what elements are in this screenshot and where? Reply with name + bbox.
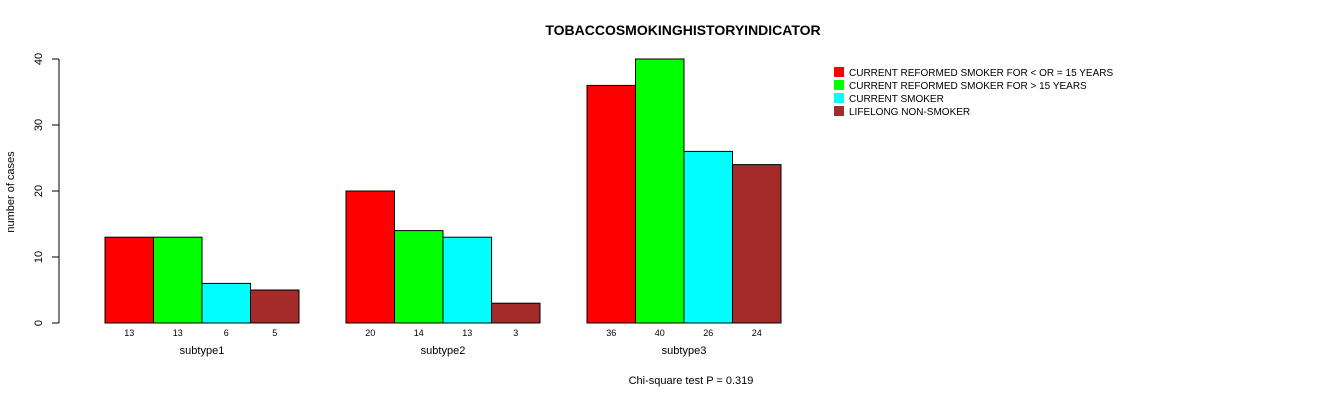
y-tick-label: 10: [33, 251, 45, 263]
chi-square-footnote: Chi-square test P = 0.319: [629, 375, 754, 387]
legend-label: CURRENT REFORMED SMOKER FOR < OR = 15 YE…: [849, 68, 1113, 79]
bar: [394, 230, 444, 324]
bar-value-label: 6: [224, 328, 229, 338]
bar: [683, 150, 733, 324]
y-axis: 0 10 20 30 40: [33, 53, 60, 326]
category-label: subtype1: [180, 345, 225, 357]
bar-value-label: 40: [655, 328, 665, 338]
bar-value-label: 13: [124, 328, 134, 338]
bar-value-label: 24: [752, 328, 762, 338]
bar-value-labels: 13 13 6 5 20 14 13 3 36 40 26 24: [124, 328, 762, 338]
legend-swatch: [834, 93, 844, 103]
bar: [635, 58, 685, 324]
bar: [586, 84, 636, 324]
bars-group: [104, 58, 782, 324]
legend-swatch: [834, 106, 844, 116]
category-label: subtype2: [421, 345, 466, 357]
legend-swatch: [834, 67, 844, 77]
bar-value-label: 20: [365, 328, 375, 338]
bar-value-label: 3: [513, 328, 518, 338]
bar: [345, 190, 395, 324]
legend-label: LIFELONG NON-SMOKER: [849, 107, 970, 118]
bar-value-label: 13: [173, 328, 183, 338]
bar: [732, 164, 782, 324]
bar-value-label: 5: [272, 328, 277, 338]
legend-swatch: [834, 80, 844, 90]
y-tick-label: 30: [33, 119, 45, 131]
bar-value-label: 36: [606, 328, 616, 338]
legend-label: CURRENT REFORMED SMOKER FOR > 15 YEARS: [849, 81, 1087, 92]
category-labels: subtype1 subtype2 subtype3: [180, 345, 707, 357]
bar-value-label: 13: [462, 328, 472, 338]
bar: [104, 236, 154, 324]
chart-title: TOBACCOSMOKINGHISTORYINDICATOR: [545, 22, 820, 38]
y-tick-label: 0: [33, 320, 45, 326]
legend: CURRENT REFORMED SMOKER FOR < OR = 15 YE…: [834, 67, 1113, 118]
bar: [491, 302, 541, 324]
bar: [442, 236, 492, 324]
y-tick-label: 40: [33, 53, 45, 65]
y-tick-label: 20: [33, 185, 45, 197]
bar-value-label: 14: [414, 328, 424, 338]
legend-label: CURRENT SMOKER: [849, 94, 944, 105]
bar: [153, 236, 203, 324]
bar-value-label: 26: [703, 328, 713, 338]
bar: [250, 289, 300, 324]
category-label: subtype3: [662, 345, 707, 357]
bar: [201, 282, 251, 324]
y-axis-label: number of cases: [5, 151, 17, 233]
